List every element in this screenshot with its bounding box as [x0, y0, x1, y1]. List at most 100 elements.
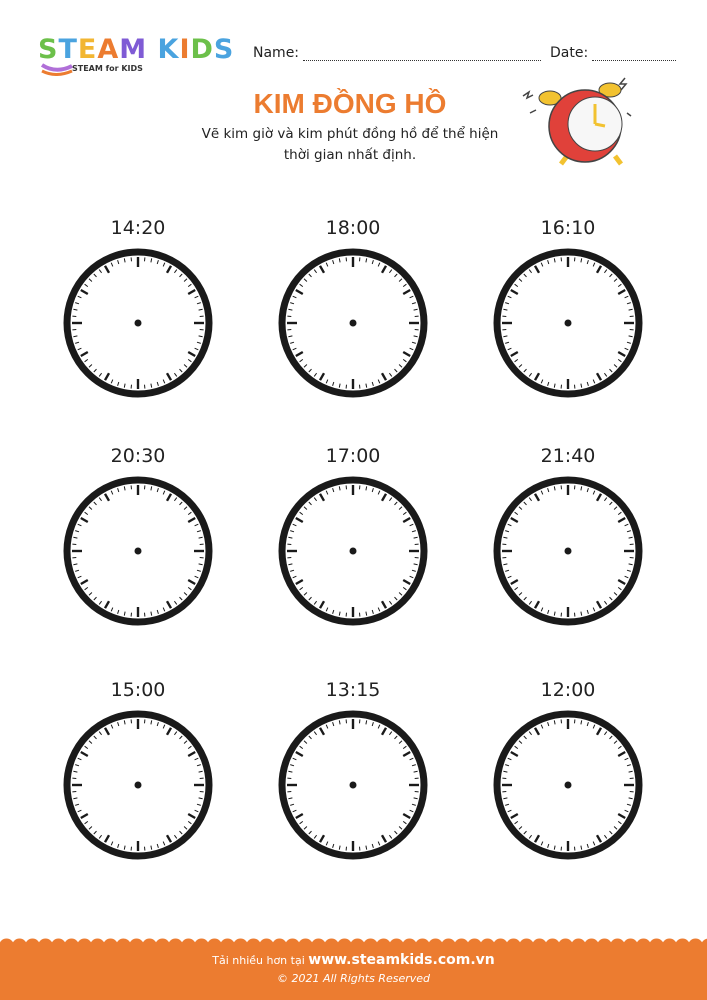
name-line[interactable] — [303, 48, 542, 61]
clock-tick — [84, 511, 89, 515]
clock-tick — [88, 740, 93, 744]
clock-face[interactable] — [488, 471, 648, 631]
clock-tick — [402, 283, 407, 287]
clock-tick — [505, 764, 510, 767]
clock-face[interactable] — [58, 243, 218, 403]
clock-tick — [377, 262, 381, 267]
clock-face[interactable] — [58, 471, 218, 631]
clock-tick — [628, 308, 633, 311]
clock-tick — [580, 611, 583, 616]
clock-tick — [123, 383, 126, 388]
clock-tick — [553, 486, 556, 491]
clock-tick — [93, 830, 97, 835]
date-field[interactable]: Date: — [550, 45, 677, 61]
date-line[interactable] — [592, 48, 677, 61]
clock-item: 13:15 — [273, 675, 433, 869]
clock-tick — [187, 821, 192, 825]
clock-tick — [198, 770, 203, 773]
clock-face[interactable] — [58, 705, 218, 865]
clock-tick — [592, 841, 596, 846]
clock-tick — [409, 523, 414, 527]
footer-copyright: © 2021 All Rights Reserved — [276, 972, 430, 985]
clock-tick — [338, 486, 341, 491]
clock-tick — [162, 607, 166, 612]
alarm-clock-icon — [522, 77, 632, 166]
clock-tick — [165, 265, 173, 274]
clock-tick — [73, 563, 78, 566]
clock-face[interactable] — [273, 243, 433, 403]
clock-tick — [295, 288, 304, 296]
clock-tick — [162, 490, 166, 495]
clock-tick — [117, 488, 120, 493]
clock-tick — [586, 488, 589, 493]
clock-tick — [518, 364, 523, 368]
logo-letter: K — [157, 34, 180, 65]
clock-tick — [318, 265, 326, 274]
clock-tick — [303, 506, 308, 510]
clock-tick — [290, 764, 295, 767]
clock-tick — [389, 497, 393, 502]
clock-tick — [624, 757, 629, 761]
clock-face[interactable] — [273, 705, 433, 865]
clock-tick — [325, 841, 329, 846]
clock-tick — [150, 845, 153, 850]
clock-tick — [290, 341, 295, 344]
clock-time-label: 14:20 — [110, 217, 166, 239]
clock-tick — [507, 757, 512, 761]
clock-tick — [288, 797, 293, 800]
logo-letter: T — [58, 34, 78, 65]
clock-tick — [380, 372, 388, 381]
clock-tick — [156, 488, 159, 493]
clock-tick — [503, 563, 508, 566]
clock-tick — [380, 265, 388, 274]
clock-tick — [580, 720, 583, 725]
clock-tick — [514, 587, 519, 591]
clock-tick — [325, 607, 329, 612]
clock-tick — [325, 262, 329, 267]
clock-tick — [150, 258, 153, 263]
clock-tick — [617, 812, 626, 820]
clock-tick — [402, 288, 411, 296]
clock-tick — [98, 731, 102, 736]
clock-tick — [507, 575, 512, 579]
clock-tick — [77, 575, 82, 579]
clock-tick — [179, 596, 183, 601]
clock-tick — [609, 830, 613, 835]
clock-face[interactable] — [488, 705, 648, 865]
date-label: Date: — [550, 45, 589, 61]
clock-tick — [179, 501, 183, 506]
clock-face[interactable] — [488, 243, 648, 403]
clock-tick — [624, 347, 629, 351]
clock-tick — [592, 379, 596, 384]
clock-tick — [540, 724, 544, 729]
clock-tick — [380, 600, 388, 609]
clock-tick — [528, 731, 532, 736]
clock-tick — [580, 383, 583, 388]
clock-tick — [123, 258, 126, 263]
clock-tick — [505, 341, 510, 344]
clock-tick — [290, 530, 295, 533]
footer-url-link[interactable]: www.steamkids.com.vn — [308, 952, 495, 968]
clock-tick — [604, 372, 608, 377]
clock-tick — [183, 364, 188, 368]
clock-tick — [624, 523, 629, 527]
clock-tick — [626, 803, 631, 806]
clock-tick — [117, 260, 120, 265]
clock-tick — [595, 834, 603, 843]
clock-tick — [84, 283, 89, 287]
clock-tick — [533, 834, 541, 843]
clock-tick — [609, 735, 613, 740]
clock-tick — [313, 372, 317, 377]
clock-face[interactable] — [273, 471, 433, 631]
clock-item: 15:00 — [58, 675, 218, 869]
clock-item: 14:20 — [58, 213, 218, 407]
clock-tick — [528, 497, 532, 502]
name-field[interactable]: Name: — [253, 45, 542, 61]
clock-tick — [80, 578, 89, 586]
clock-time-label: 12:00 — [540, 679, 596, 701]
clock-tick — [318, 727, 326, 736]
name-label: Name: — [253, 45, 300, 61]
clock-tick — [318, 834, 326, 843]
clock-tick — [198, 335, 203, 338]
clock-tick — [73, 770, 78, 773]
